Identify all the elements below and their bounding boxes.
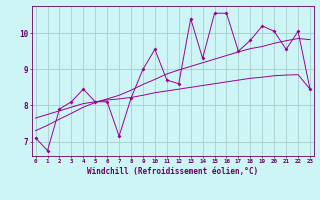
X-axis label: Windchill (Refroidissement éolien,°C): Windchill (Refroidissement éolien,°C): [87, 167, 258, 176]
